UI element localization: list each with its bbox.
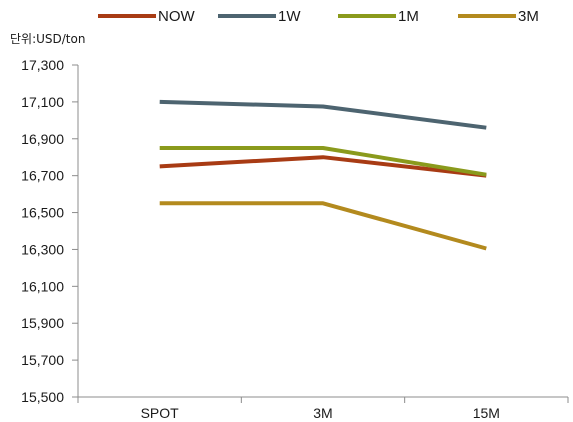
- chart-axes: [72, 64, 569, 403]
- legend-item: 1M: [338, 8, 419, 25]
- y-tick-label: 15,900: [21, 315, 64, 331]
- y-tick-label: 16,700: [21, 168, 64, 184]
- legend-item: 1W: [218, 8, 301, 25]
- series-line-1m: [159, 146, 487, 177]
- series-layer: [159, 99, 487, 251]
- x-tick-label: SPOT: [141, 405, 180, 421]
- y-tick-label: 16,500: [21, 205, 64, 221]
- y-tick-label: 15,700: [21, 352, 64, 368]
- legend-item: NOW: [98, 8, 196, 25]
- chart-legend: NOW 1W 1M 3M: [98, 8, 539, 25]
- y-tick-label: 15,500: [21, 389, 64, 405]
- legend-label: 1W: [278, 8, 301, 25]
- y-tick-label: 16,900: [21, 131, 64, 147]
- legend-label: NOW: [158, 8, 196, 25]
- unit-label: 단위:USD/ton: [10, 32, 85, 46]
- legend-label: 3M: [518, 8, 539, 25]
- x-tick-label: 3M: [313, 405, 332, 421]
- series-line-now: [159, 155, 487, 178]
- y-tick-label: 17,300: [21, 57, 64, 73]
- y-tick-labels: 15,500 15,700 15,900 16,100 16,300 16,500 16,7…: [21, 57, 64, 405]
- y-tick-label: 16,300: [21, 241, 64, 257]
- series-line-3m: [159, 201, 487, 251]
- series-line-1w: [159, 99, 487, 130]
- x-tick-label: 15M: [473, 405, 500, 421]
- legend-label: 1M: [398, 8, 419, 25]
- legend-item: 3M: [458, 8, 539, 25]
- x-tick-labels: SPOT 3M 15M: [141, 405, 500, 421]
- y-tick-label: 16,100: [21, 278, 64, 294]
- y-tick-label: 17,100: [21, 94, 64, 110]
